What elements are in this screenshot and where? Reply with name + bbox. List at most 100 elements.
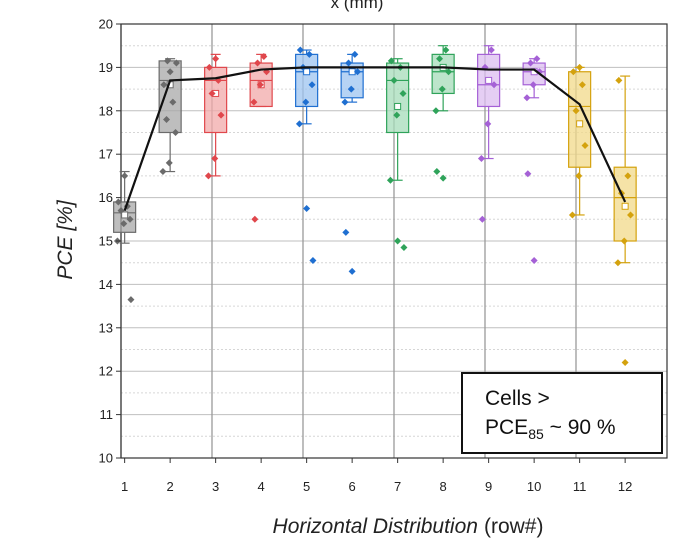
data-point [627,211,635,219]
y-tick-label: 13 [99,320,113,335]
annotation-line-1: Cells > [485,387,550,410]
x-tick-labels: 1 2 3 4 5 6 7 8 9 10 11 12 [121,479,632,494]
data-point [160,81,168,89]
x-tick-label: 9 [485,479,492,494]
x-tick-label: 12 [618,479,632,494]
data-point [172,59,180,67]
y-tick-label: 20 [99,17,113,32]
data-point [533,55,541,63]
data-point [393,111,401,119]
data-point [127,296,135,304]
data-point [390,76,398,84]
data-point [341,98,349,106]
y-axis-title: PCE [%] [54,199,77,280]
data-point [351,50,359,58]
data-point [126,215,134,223]
y-tick-label: 12 [99,364,113,379]
x-tick-label: 7 [394,479,401,494]
x-tick-label: 10 [527,479,541,494]
box-mean-marker [303,68,311,76]
box-mean-marker [621,202,629,210]
data-point [295,120,303,128]
data-point [260,53,268,61]
data-point [399,89,407,97]
top-axis-label: x (mm) [331,0,384,12]
data-point [477,155,485,163]
data-point [305,50,313,58]
data-point [345,59,353,67]
x-tick-label: 2 [167,479,174,494]
data-point [478,215,486,223]
box-plots [113,45,637,264]
y-tick-label: 10 [99,451,113,466]
data-point [487,46,495,54]
data-point [575,172,583,180]
data-point [217,111,225,119]
x-axis-title-suffix: (row#) [484,515,544,538]
y-tick-label: 17 [99,147,113,162]
data-point [250,98,258,106]
data-point [166,68,174,76]
data-point [529,81,537,89]
annotation-box: Cells > PCE85 ~ 90 % [461,372,663,454]
annotation-line-2: PCE85 ~ 90 % [485,413,661,449]
data-point [302,98,310,106]
data-point [121,172,129,180]
data-point [523,94,531,102]
x-axis-title-main: Horizontal Distribution [273,515,478,538]
data-point [433,168,441,176]
data-point [445,68,453,76]
y-tick-label: 11 [100,407,114,422]
data-point [163,115,171,123]
y-tick-label: 18 [99,103,113,118]
data-point [114,198,122,206]
data-point [527,59,535,67]
data-point [578,81,586,89]
box-mean-marker [121,211,129,219]
data-point [620,237,628,245]
x-tick-label: 4 [258,479,265,494]
data-point [484,120,492,128]
data-point [165,159,173,167]
x-tick-label: 6 [349,479,356,494]
data-point [212,55,220,63]
annotation-percent: ~ 90 % [543,416,616,439]
data-point [572,107,580,115]
data-point [163,57,171,65]
box-mean-marker [576,120,584,128]
data-point [615,76,623,84]
data-point [211,155,219,163]
box-iqr [386,62,410,134]
data-point [348,267,356,275]
data-point [621,359,629,367]
data-point [614,259,622,267]
data-point [354,68,362,76]
data-points [113,46,635,367]
data-point [347,85,355,93]
y-tick-label: 14 [99,277,113,292]
annotation-pce-subscript: 85 [528,426,544,443]
box-iqr [431,53,455,95]
x-tick-label: 5 [303,479,310,494]
box-iqr [295,53,319,108]
x-tick-label: 1 [121,479,128,494]
data-point [581,142,589,150]
data-point [432,107,440,115]
data-point [254,59,262,67]
data-point [117,207,125,215]
data-point [309,257,317,265]
data-point [569,68,577,76]
data-point [205,63,213,71]
data-point [386,176,394,184]
data-point [308,81,316,89]
data-point [490,81,498,89]
data-point [442,46,450,54]
x-tick-label: 8 [440,479,447,494]
data-point [436,55,444,63]
data-point [394,237,402,245]
data-point [172,129,180,136]
y-tick-labels: 10 11 12 13 14 15 16 17 18 19 20 [99,17,113,466]
tick-marks [116,23,626,463]
data-point [438,85,446,93]
